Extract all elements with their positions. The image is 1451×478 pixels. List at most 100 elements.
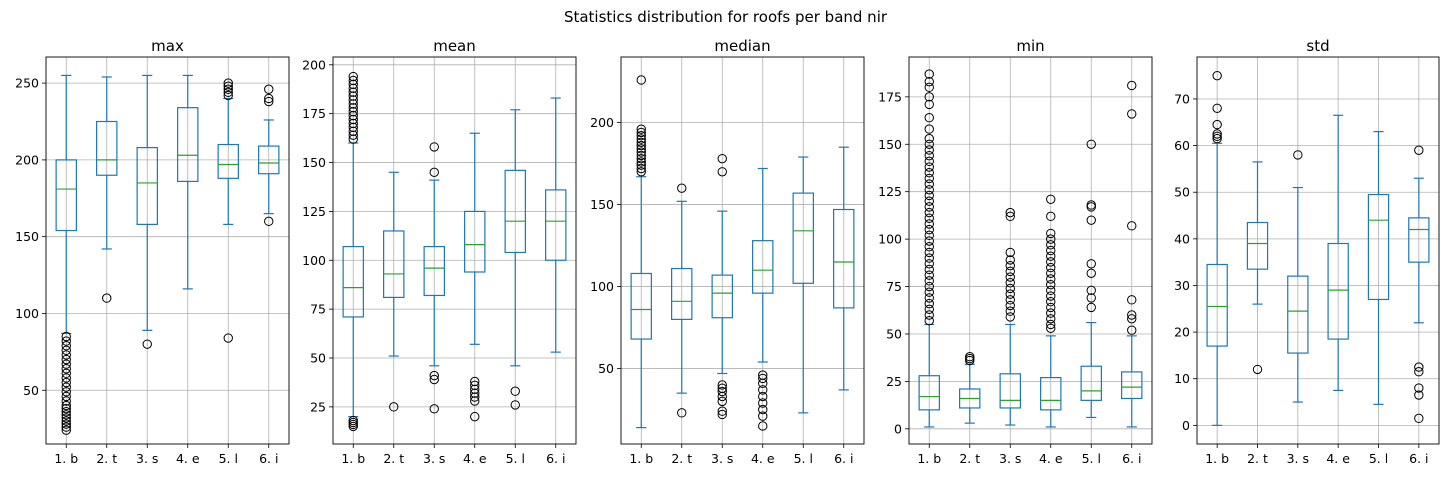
box-1. b: [55, 74, 77, 435]
flier-point: [61, 403, 71, 414]
flier-point: [470, 380, 480, 391]
flier-point: [758, 398, 768, 408]
box-2. t: [671, 183, 693, 418]
panel-title: mean: [433, 37, 476, 55]
flier-point: [1046, 308, 1056, 318]
iqr-box: [671, 267, 693, 320]
flier-point: [348, 75, 358, 86]
flier-point: [61, 387, 71, 397]
flier-point: [348, 122, 358, 133]
flier-point: [636, 167, 646, 177]
flier-point: [924, 156, 934, 167]
flier-point: [1127, 325, 1137, 335]
flier-point: [924, 196, 934, 206]
flier-point: [924, 162, 934, 172]
y-tick-label: 125: [302, 204, 326, 219]
flier-point: [102, 293, 112, 303]
flier-point: [1086, 215, 1096, 225]
flier-point: [1046, 323, 1056, 333]
iqr-box: [1121, 371, 1143, 400]
flier-point: [636, 137, 646, 147]
flier-point: [1046, 285, 1056, 296]
flier-point: [924, 76, 934, 87]
iqr-box: [1327, 242, 1349, 340]
flier-point: [348, 415, 358, 426]
iqr-box: [342, 245, 364, 318]
flier-point: [1046, 279, 1056, 290]
flier-point: [1005, 211, 1015, 222]
flier-point: [1212, 103, 1222, 113]
flier-point: [758, 391, 768, 402]
box-5. l: [792, 156, 814, 414]
flier-point: [636, 127, 646, 138]
x-tick-label: 6. i: [1409, 451, 1428, 466]
iqr-box: [96, 120, 118, 176]
box-2. t: [959, 352, 981, 424]
x-tick-label: 4. e: [1039, 451, 1063, 466]
y-tick-label: 75: [310, 302, 326, 317]
flier-point: [1127, 314, 1137, 324]
flier-point: [924, 150, 934, 161]
box-3. s: [423, 142, 445, 414]
box-1. b: [630, 75, 652, 429]
flier-point: [1414, 383, 1424, 393]
panel-title: std: [1306, 37, 1329, 55]
flier-point: [924, 145, 934, 155]
box-5. l: [504, 109, 526, 410]
flier-point: [717, 380, 727, 390]
panel-min: min 0 25 50 75 100 125 150 175 1. b 2. t 3. s 4. e 5.…: [878, 37, 1153, 466]
flier-point: [1046, 319, 1056, 330]
iqr-box: [217, 143, 239, 179]
iqr-box: [55, 159, 77, 232]
y-tick-label: 40: [1174, 231, 1190, 246]
flier-point: [1127, 310, 1137, 320]
flier-point: [924, 224, 934, 235]
flier-point: [924, 276, 934, 286]
iqr-box: [792, 192, 814, 284]
flier-point: [924, 139, 934, 149]
y-tick-label: 150: [302, 155, 326, 170]
flier-point: [758, 421, 768, 431]
flier-point: [1046, 234, 1056, 244]
flier-point: [924, 298, 934, 309]
flier-point: [1046, 302, 1056, 313]
flier-point: [924, 124, 934, 134]
flier-point: [348, 126, 358, 136]
flier-point: [1212, 70, 1222, 81]
flier-point: [636, 131, 646, 141]
flier-point: [1212, 119, 1222, 130]
flier-point: [61, 364, 71, 374]
axes-frame: [620, 56, 865, 445]
flier-point: [1086, 259, 1096, 269]
x-tick-label: 2. t: [1247, 451, 1268, 466]
flier-point: [348, 107, 358, 117]
flier-point: [758, 411, 768, 421]
flier-point: [924, 179, 934, 189]
flier-point: [924, 253, 934, 263]
y-tick-label: 50: [23, 383, 39, 398]
flier-point: [717, 386, 727, 397]
flier-point: [924, 247, 934, 258]
flier-point: [924, 213, 934, 223]
flier-point: [924, 190, 934, 201]
flier-point: [348, 99, 358, 109]
flier-point: [61, 407, 71, 417]
x-tick-label: 3. s: [999, 451, 1021, 466]
flier-point: [61, 425, 71, 435]
x-tick-label: 1. b: [341, 451, 365, 466]
figure-title: Statistics distribution for roofs per ba…: [563, 8, 888, 26]
flier-point: [1046, 211, 1056, 222]
iqr-box: [1246, 221, 1269, 270]
y-tick-label: 0: [894, 421, 902, 436]
iqr-box: [752, 240, 774, 294]
flier-point: [1005, 247, 1015, 258]
flier-point: [636, 75, 646, 85]
flier-point: [61, 331, 71, 342]
x-tick-label: 1. b: [54, 451, 78, 466]
flier-point: [470, 384, 480, 394]
iqr-box: [1367, 193, 1390, 301]
flier-point: [1046, 314, 1056, 324]
flier-point: [924, 92, 934, 102]
flier-point: [510, 386, 520, 396]
iqr-box: [545, 189, 567, 261]
